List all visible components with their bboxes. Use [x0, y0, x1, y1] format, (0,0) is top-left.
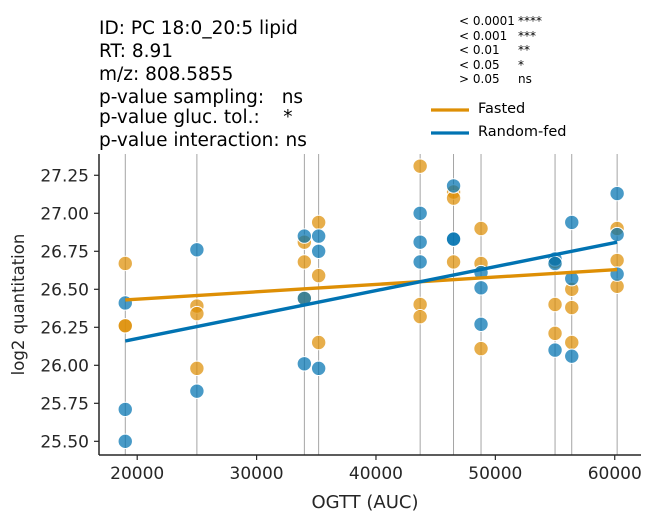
fasted-point [473, 340, 489, 357]
fasted-point [310, 334, 327, 351]
sig-key-threshold: < 0.001 [459, 28, 508, 43]
x-tick-label: 30000 [230, 464, 284, 484]
sig-key-threshold: < 0.01 [459, 43, 500, 57]
random-fed-point [117, 433, 133, 450]
sig-key-stars: ns [518, 72, 532, 86]
random-fed-point [547, 255, 563, 272]
y-tick-label: 25.50 [40, 432, 89, 452]
random-fed-point [445, 178, 462, 194]
fasted-point [564, 299, 580, 316]
random-fed-point [310, 360, 327, 377]
random-fed-point [473, 280, 489, 296]
x-tick-label: 40000 [349, 464, 403, 484]
y-tick-label: 26.25 [40, 318, 89, 338]
random-fed-point [564, 348, 580, 364]
sig-key-stars: **** [518, 14, 542, 28]
random-fed-point [296, 228, 313, 244]
random-fed-point [310, 243, 327, 259]
y-tick-label: 26.00 [40, 356, 89, 376]
random-fed-point [473, 316, 489, 332]
y-tick-label: 26.50 [40, 280, 89, 300]
random-fed-fit-line [124, 240, 618, 343]
x-tick-label: 50000 [468, 464, 522, 484]
fasted-point [189, 305, 205, 322]
random-fed-point [609, 226, 625, 243]
random-fed-point [547, 342, 563, 358]
random-fed-point [445, 231, 462, 247]
x-axis-label: OGTT (AUC) [312, 492, 419, 513]
fasted-point [310, 267, 327, 284]
fasted-fit-line [125, 267, 618, 302]
fasted-point [547, 296, 563, 313]
sig-key-stars: *** [518, 28, 536, 43]
sig-key-threshold: > 0.05 [459, 72, 500, 86]
y-tick-label: 25.75 [40, 394, 89, 414]
mz-text: m/z: 808.5855 [99, 64, 234, 85]
y-tick-label: 26.75 [40, 242, 89, 262]
random-fed-point [564, 214, 580, 231]
y-tick-label: 27.00 [40, 204, 89, 224]
fasted-point [296, 254, 313, 270]
fasted-point [117, 255, 133, 272]
fasted-point [189, 360, 205, 377]
lipid-id-text: ID: PC 18:0_20:5 lipid [99, 18, 298, 39]
random-fed-point [189, 242, 205, 258]
random-fed-point [310, 228, 327, 244]
fasted-point [412, 308, 428, 325]
sig-key-stars: ** [518, 43, 530, 57]
pvalue-sampling-text: p-value sampling: ns [99, 87, 304, 108]
random-fed-point [412, 234, 428, 250]
retention-time-text: RT: 8.91 [99, 41, 174, 62]
fasted-point [412, 158, 428, 174]
fasted-point [609, 252, 625, 269]
x-tick-label: 60000 [588, 464, 642, 484]
fasted-point [564, 334, 580, 351]
random-fed-point [296, 356, 313, 372]
random-fed-point [412, 205, 428, 221]
y-tick-label: 27.25 [40, 166, 89, 186]
fasted-point [310, 214, 327, 231]
y-axis-label: log2 quantitation [9, 234, 28, 376]
sig-key-threshold: < 0.05 [459, 57, 500, 72]
pvalue-gluc-text: p-value gluc. tol.: * [99, 107, 293, 128]
random-fed-point [189, 383, 205, 399]
sig-key-stars: * [518, 57, 524, 72]
legend-random-fed-label: Random-fed [478, 124, 567, 140]
random-fed-point [117, 401, 133, 418]
fasted-point [445, 254, 462, 270]
legend-fasted-label: Fasted [478, 101, 526, 117]
fasted-point [117, 318, 133, 334]
x-tick-label: 20000 [110, 464, 164, 484]
sig-key-threshold: < 0.0001 [459, 14, 515, 28]
random-fed-point [609, 185, 625, 202]
random-fed-point [412, 254, 428, 270]
fasted-point [547, 325, 563, 342]
fasted-point [473, 220, 489, 237]
pvalue-interaction-text: p-value interaction: ns [99, 130, 307, 151]
